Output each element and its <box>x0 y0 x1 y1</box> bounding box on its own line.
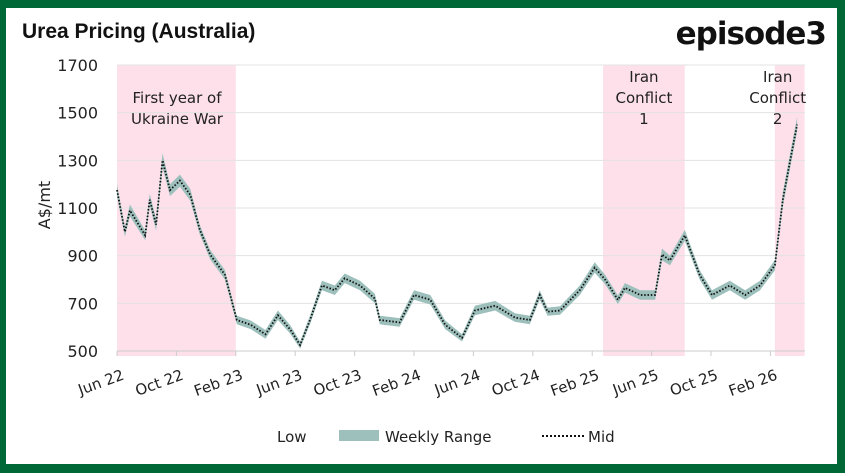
x-tick-label: Jun 23 <box>253 366 305 399</box>
y-tick-label: 500 <box>67 342 98 361</box>
episode3-logo: episode3 <box>676 16 826 52</box>
highlight-label: Iran <box>763 68 792 86</box>
y-tick-label: 1100 <box>57 199 98 218</box>
y-tick-label: 700 <box>67 294 98 313</box>
highlight-region <box>774 65 805 356</box>
x-tick-label: Oct 24 <box>489 366 542 400</box>
highlight-label: Conflict <box>615 89 672 107</box>
weekly-range-band <box>117 117 798 349</box>
legend-weekly-range: Weekly Range <box>385 428 491 446</box>
x-tick-label: Jun 25 <box>609 366 661 399</box>
x-tick-label: Feb 24 <box>370 366 424 400</box>
highlight-label: 2 <box>773 110 783 128</box>
highlight-label: 1 <box>639 110 649 128</box>
highlight-label: Conflict <box>749 89 806 107</box>
legend-range-swatch <box>339 430 379 441</box>
highlight-label: Iran <box>629 68 658 86</box>
x-tick-label: Oct 22 <box>133 366 186 400</box>
y-tick-label: 900 <box>67 247 98 266</box>
y-tick-label: 1500 <box>57 104 98 123</box>
x-tick-label: Feb 26 <box>726 366 780 400</box>
x-tick-label: Oct 25 <box>667 366 720 400</box>
y-axis-label: A$/mt <box>35 181 54 229</box>
x-tick-label: Jun 22 <box>75 366 127 399</box>
highlight-region <box>117 65 236 356</box>
x-tick-label: Jun 24 <box>431 366 483 399</box>
highlight-label: First year of <box>132 89 222 107</box>
x-tick-label: Feb 23 <box>192 366 246 400</box>
legend: Low Weekly Range Mid <box>277 428 615 446</box>
legend-mid: Mid <box>588 428 615 446</box>
x-tick-label: Oct 23 <box>311 366 364 400</box>
y-tick-label: 1700 <box>57 56 98 75</box>
y-tick-label: 1300 <box>57 151 98 170</box>
chart-title: Urea Pricing (Australia) <box>22 20 255 43</box>
legend-low: Low <box>277 428 307 446</box>
highlight-region <box>603 65 685 356</box>
x-tick-label: Feb 25 <box>548 366 602 400</box>
highlight-label: Ukraine War <box>131 110 224 128</box>
mid-price-line <box>116 124 798 347</box>
